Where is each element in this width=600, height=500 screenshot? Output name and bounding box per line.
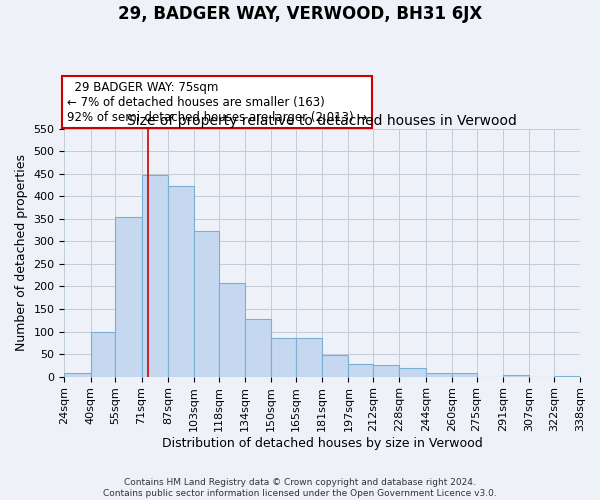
Bar	[194, 232, 219, 376]
Bar	[349, 364, 373, 376]
Bar	[115, 216, 142, 376]
Bar	[219, 284, 245, 376]
Text: 29, BADGER WAY, VERWOOD, BH31 6JX: 29, BADGER WAY, VERWOOD, BH31 6JX	[118, 5, 482, 23]
Bar	[322, 355, 349, 376]
Bar	[425, 373, 452, 376]
Bar	[245, 320, 271, 376]
X-axis label: Distribution of detached houses by size in Verwood: Distribution of detached houses by size …	[162, 437, 482, 450]
Bar	[64, 374, 91, 376]
Text: Contains HM Land Registry data © Crown copyright and database right 2024.
Contai: Contains HM Land Registry data © Crown c…	[103, 478, 497, 498]
Bar	[400, 368, 425, 376]
Bar	[296, 338, 322, 376]
Bar	[142, 175, 168, 376]
Title: Size of property relative to detached houses in Verwood: Size of property relative to detached ho…	[127, 114, 517, 128]
Bar	[452, 372, 476, 376]
Bar	[271, 338, 296, 376]
Y-axis label: Number of detached properties: Number of detached properties	[15, 154, 28, 351]
Bar	[503, 375, 529, 376]
Text: 29 BADGER WAY: 75sqm  
← 7% of detached houses are smaller (163)
92% of semi-det: 29 BADGER WAY: 75sqm ← 7% of detached ho…	[67, 80, 367, 124]
Bar	[91, 332, 115, 376]
Bar	[168, 186, 194, 376]
Bar	[373, 366, 400, 376]
